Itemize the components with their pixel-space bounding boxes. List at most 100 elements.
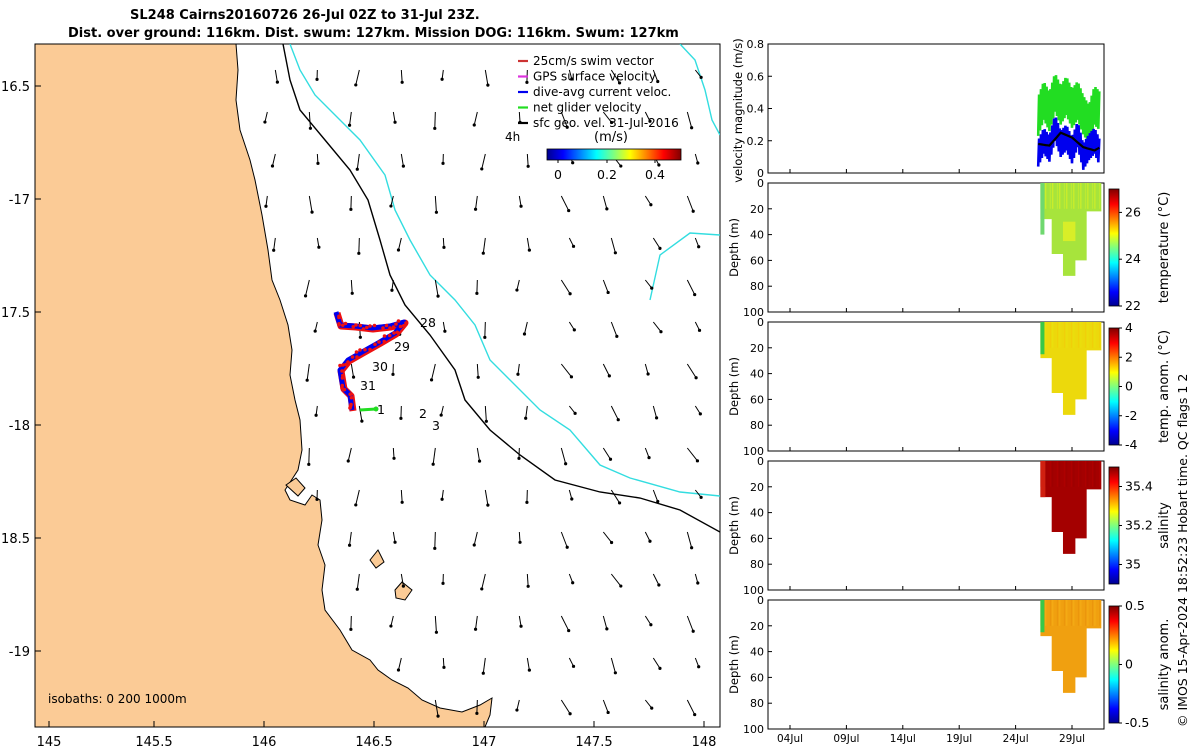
lat-tick-label: -18 [9, 419, 30, 434]
velocity-arrow-head [360, 419, 364, 423]
velocity-arrow [652, 657, 661, 669]
velocity-arrow-head [571, 664, 576, 668]
velocity-arrow [358, 237, 360, 254]
section-cast [1082, 600, 1084, 626]
colorbar [1108, 327, 1120, 446]
velocity-arrow [349, 531, 352, 546]
velocity-arrow-head [619, 584, 623, 588]
velocity-arrow [602, 447, 611, 460]
track-point [387, 333, 392, 338]
isobath-200m [282, 44, 720, 533]
colorbar-tick-label: 35.2 [1125, 518, 1153, 533]
section-cast [1063, 600, 1066, 626]
velocity-arrow-head [400, 80, 404, 84]
colorbar-tick-label: 0 [1125, 379, 1133, 394]
velocity-arrow [560, 615, 570, 631]
velocity-arrow-head [649, 623, 653, 627]
lat-tick-label: 17.5 [1, 306, 30, 321]
y-tick-label: 0.4 [747, 103, 765, 116]
velocity-arrow [652, 405, 658, 419]
velocity-arrow-head [307, 462, 311, 466]
velocity-arrow [517, 363, 520, 375]
section-cast [1061, 461, 1063, 487]
y-tick-label: 100 [743, 584, 764, 597]
velocity-arrow-head [349, 627, 353, 631]
section-cast [1080, 600, 1082, 626]
day-label: 29 [394, 339, 410, 354]
section-cast [1087, 183, 1089, 209]
velocity-arrow [482, 237, 486, 254]
section-cast [1040, 600, 1045, 633]
velocity-arrow-head [389, 204, 393, 208]
velocity-arrow [400, 489, 403, 503]
velocity-arrow [434, 615, 437, 633]
velocity-arrow [525, 405, 528, 419]
velocity-arrow-head [573, 411, 577, 415]
velocity-arrow [308, 195, 313, 213]
velocity-arrow-head [570, 497, 574, 501]
velocity-arrow [308, 447, 310, 465]
velocity-arrow-head [570, 77, 574, 81]
section-cast [1063, 322, 1066, 348]
velocity-arrow [358, 405, 363, 422]
velocity-arrow-head [605, 207, 609, 211]
velocity-arrow [349, 111, 352, 126]
coastline-land [35, 44, 493, 727]
lon-tick-label: 145.5 [135, 735, 172, 750]
section-cast [1089, 183, 1091, 209]
track-point [361, 327, 366, 331]
lat-ticks: 16.5 -17 17.5 -18 18.5 -19 [1, 80, 41, 660]
velocity-arrow [560, 195, 570, 211]
velocity-arrow [400, 69, 403, 83]
velocity-arrow-head [481, 251, 485, 255]
colorbar-tick-label: 24 [1125, 251, 1141, 266]
velocity-arrow-head [522, 332, 527, 336]
colorbar-label: salinity anom. [1157, 619, 1172, 711]
velocity-arrow [473, 531, 478, 546]
velocity-arrow-head [659, 330, 663, 334]
lat-tick-label: 18.5 [1, 532, 30, 547]
velocity-arrow-head [519, 624, 523, 628]
section-cast [1084, 183, 1087, 209]
velocity-arrow-head [313, 329, 317, 333]
velocity-arrow-head [527, 248, 531, 252]
velocity-arrow [610, 321, 618, 337]
velocity-arrow-head [571, 161, 575, 165]
colorbar-label: salinity [1157, 502, 1172, 549]
section-cast [1070, 461, 1073, 487]
y-tick-label: 0.6 [747, 70, 765, 83]
island [369, 549, 385, 569]
footer-credit: © IMOS 15-Apr-2024 18:52:23 Hobart time.… [1175, 374, 1190, 727]
velocity-arrow [610, 237, 616, 253]
velocity-arrow-head [391, 372, 395, 376]
velocity-arrow [391, 279, 394, 291]
velocity-arrow [644, 111, 651, 122]
section-cast [1070, 183, 1073, 209]
section-cast [1059, 600, 1061, 626]
velocity-arrow [482, 657, 486, 674]
velocity-arrow-head [564, 462, 568, 466]
velocity-arrow-head [308, 126, 313, 130]
velocity-arrow-head [699, 495, 703, 499]
velocity-arrow [305, 279, 310, 297]
track-point [346, 360, 350, 364]
track-point [340, 373, 345, 378]
y-tick-label: 40 [750, 646, 764, 659]
velocity-arrow [652, 237, 661, 249]
velocity-arrow [560, 699, 571, 715]
colorbar [1108, 605, 1120, 724]
velocity-arrow-head [431, 462, 435, 466]
lon-tick-label: 147.5 [575, 735, 612, 750]
velocity-arrow-head [568, 292, 572, 296]
section-cast [1084, 600, 1087, 626]
colorbar-label: temp. anom. (°C) [1157, 330, 1172, 443]
y-tick-label: 0.8 [747, 38, 765, 51]
velocity-arrow [476, 363, 479, 378]
depth-ylabel: Depth (m) [727, 218, 741, 277]
y-tick-label: 60 [750, 671, 764, 684]
velocity-arrow-head [439, 413, 443, 417]
glider-track [333, 311, 409, 412]
section-cast [1059, 322, 1061, 348]
velocity-arrow-head [609, 540, 614, 545]
